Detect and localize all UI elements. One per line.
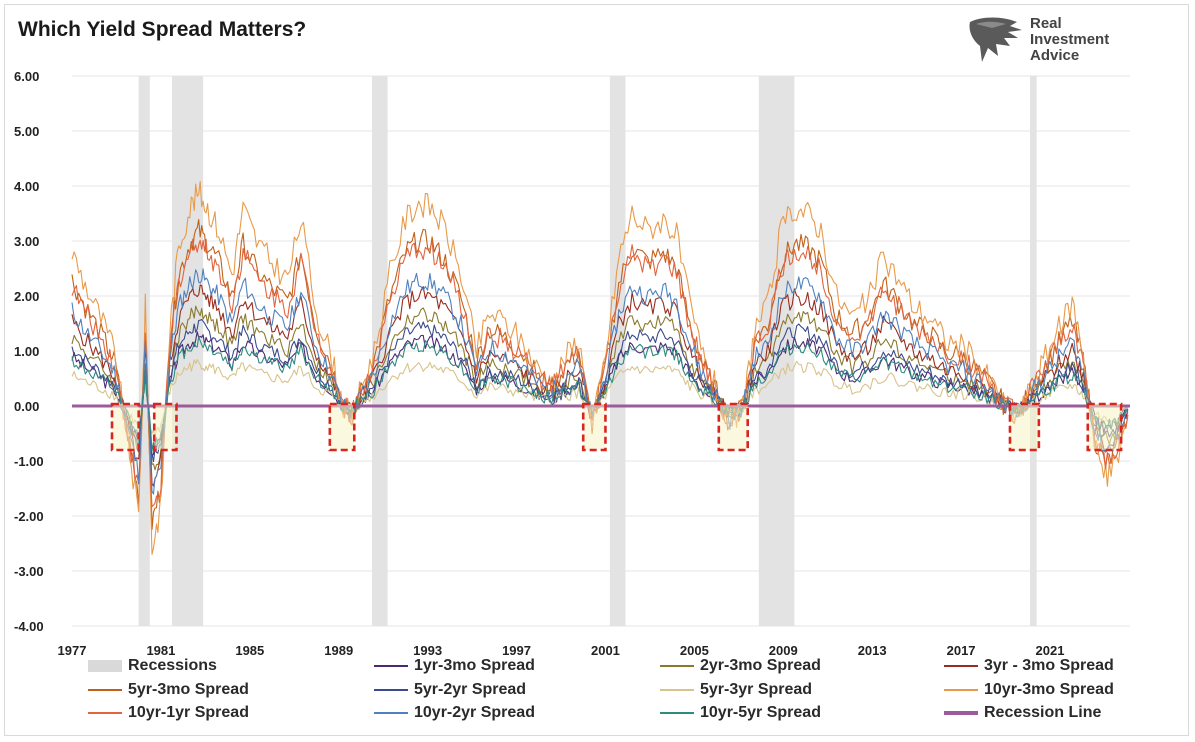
x-tick-label: 2001 (591, 643, 620, 658)
y-tick-label: 3.00 (14, 234, 39, 249)
series-line (71, 318, 1129, 463)
y-tick-label: 5.00 (14, 124, 39, 139)
series-line (71, 181, 1129, 555)
inversion-box (581, 402, 607, 452)
recession-band (609, 76, 626, 626)
inversion-box (110, 402, 140, 452)
x-axis-ticks: 1977 1981 1985 1989 1993 1997 2001 2005 2009 2013… (58, 643, 1065, 658)
x-tick-label: 2021 (1036, 643, 1065, 658)
y-tick-label: 0.00 (14, 399, 39, 414)
inversion-box (328, 402, 356, 452)
x-tick-label: 2005 (680, 643, 709, 658)
y-axis-ticks: 6.00 5.00 4.00 3.00 2.00 1.00 0.00 -1.00 -2.00 -3… (14, 69, 44, 634)
inversion-box (1008, 402, 1041, 452)
y-tick-label: -2.00 (14, 509, 44, 524)
logo-text: Real Investment Advice (1030, 16, 1109, 64)
x-tick-label: 1981 (146, 643, 175, 658)
x-tick-label: 1977 (58, 643, 87, 658)
inversion-box (717, 402, 749, 452)
y-tick-label: -3.00 (14, 564, 44, 579)
series-line (71, 268, 1129, 495)
series-lines (71, 181, 1129, 555)
inversion-box (152, 402, 178, 452)
series-line (71, 284, 1129, 487)
inversion-boxes (110, 402, 1123, 452)
y-tick-label: -1.00 (14, 454, 44, 469)
x-tick-label: 1993 (413, 643, 442, 658)
x-tick-label: 1997 (502, 643, 531, 658)
series-line (71, 238, 1129, 508)
x-tick-label: 2013 (858, 643, 887, 658)
logo-line-3: Advice (1030, 47, 1080, 64)
x-tick-label: 1989 (324, 643, 353, 658)
inversion-box (1086, 402, 1123, 452)
y-tick-label: 1.00 (14, 344, 39, 359)
chart-title: Which Yield Spread Matters? (18, 18, 307, 41)
gridlines (72, 75, 1130, 627)
x-tick-label: 2009 (769, 643, 798, 658)
logo-line-2: Investment (1030, 31, 1110, 48)
y-tick-label: 4.00 (14, 179, 39, 194)
y-tick-label: 6.00 (14, 69, 39, 84)
y-tick-label: 2.00 (14, 289, 39, 304)
recession-band (1029, 76, 1037, 626)
y-tick-label: -4.00 (14, 619, 44, 634)
logo-line-1: Real (1030, 15, 1062, 32)
series-line (71, 359, 1128, 437)
recession-band (758, 76, 795, 626)
x-tick-label: 1985 (235, 643, 264, 658)
eagle-logo-icon (969, 17, 1022, 62)
series-line (71, 336, 1129, 452)
series-line (71, 219, 1129, 530)
x-tick-label: 2017 (947, 643, 976, 658)
